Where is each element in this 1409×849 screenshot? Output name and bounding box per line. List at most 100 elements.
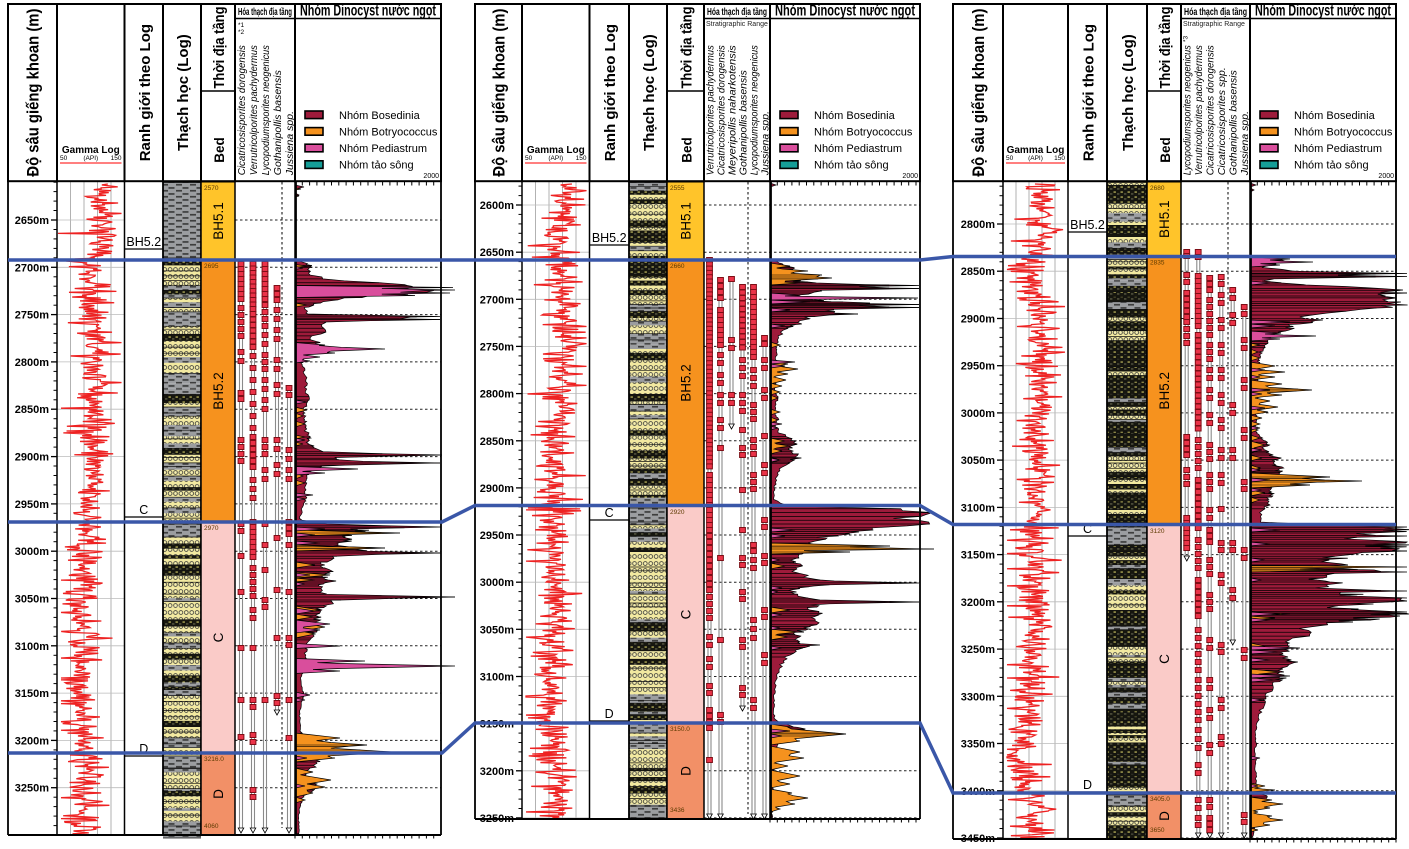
svg-text:Verrutricolporites pachydermus: Verrutricolporites pachydermus (248, 45, 260, 176)
svg-text:BH5.1: BH5.1 (211, 202, 226, 240)
svg-text:Gamma Log: Gamma Log (1007, 145, 1065, 156)
svg-text:Lycopodiumsporites neogenicus: Lycopodiumsporites neogenicus (1182, 45, 1194, 176)
svg-text:Thạch học (Log): Thạch học (Log) (175, 34, 192, 151)
svg-text:C: C (679, 609, 694, 619)
svg-text:3050m: 3050m (15, 594, 49, 606)
svg-text:2800m: 2800m (480, 389, 514, 401)
svg-text:3120: 3120 (1150, 528, 1165, 535)
svg-text:Thời địa tầng: Thời địa tầng (211, 7, 228, 89)
svg-text:BH5.2: BH5.2 (592, 231, 627, 245)
svg-text:Nhóm Bosedinia: Nhóm Bosedinia (1294, 110, 1376, 122)
svg-text:2680: 2680 (1150, 185, 1165, 192)
svg-text:Nhóm Bosedinia: Nhóm Bosedinia (814, 110, 896, 122)
svg-text:3000m: 3000m (15, 546, 49, 558)
svg-text:2000: 2000 (1378, 173, 1394, 180)
svg-text:Nhóm tảo sông: Nhóm tảo sông (339, 160, 414, 172)
svg-text:Nhóm Pediastrum: Nhóm Pediastrum (1294, 143, 1382, 155)
svg-text:*1: *1 (238, 22, 245, 29)
svg-text:3050m: 3050m (480, 624, 514, 636)
svg-text:2950m: 2950m (15, 499, 49, 511)
svg-text:3250m: 3250m (15, 783, 49, 795)
svg-text:D: D (679, 766, 694, 776)
svg-text:2555: 2555 (670, 185, 685, 192)
svg-text:2835: 2835 (1150, 260, 1165, 267)
svg-text:50: 50 (525, 155, 533, 162)
svg-text:Gamma Log: Gamma Log (62, 145, 120, 156)
svg-text:2970: 2970 (204, 525, 219, 532)
svg-text:Hóa thạch địa tầng: Hóa thạch địa tầng (707, 6, 767, 18)
svg-text:Gothanipollis basensis: Gothanipollis basensis (1228, 69, 1240, 175)
svg-text:Nhóm Botryococcus: Nhóm Botryococcus (814, 126, 913, 138)
svg-text:Verrutricolporites pachydermus: Verrutricolporites pachydermus (704, 45, 716, 176)
svg-text:3250m: 3250m (961, 644, 995, 656)
svg-text:Nhóm Pediastrum: Nhóm Pediastrum (814, 143, 902, 155)
svg-text:2800m: 2800m (961, 219, 995, 231)
svg-text:BH5.1: BH5.1 (1157, 200, 1172, 238)
svg-text:Cicatricosisporites dorogensis: Cicatricosisporites dorogensis (1205, 45, 1217, 176)
svg-text:3100m: 3100m (961, 502, 995, 514)
svg-text:3000m: 3000m (961, 408, 995, 420)
svg-text:3436: 3436 (670, 807, 685, 814)
svg-text:Hóa thạch địa tầng: Hóa thạch địa tầng (238, 6, 292, 18)
svg-text:Độ sâu giếng khoan (m): Độ sâu giếng khoan (m) (491, 9, 509, 177)
svg-text:Ranh giới theo Log: Ranh giới theo Log (137, 24, 154, 161)
svg-text:3000m: 3000m (480, 577, 514, 589)
svg-text:Độ sâu giếng khoan (m): Độ sâu giếng khoan (m) (970, 9, 988, 177)
svg-text:Jussiena spp.: Jussiena spp. (759, 111, 771, 176)
svg-text:Cicatricosisporites dorogensis: Cicatricosisporites dorogensis (236, 45, 248, 176)
svg-text:BH5.2: BH5.2 (1157, 372, 1172, 410)
svg-text:Jussiena spp.: Jussiena spp. (1239, 111, 1251, 176)
svg-text:150: 150 (1054, 155, 1065, 162)
svg-text:2900m: 2900m (961, 314, 995, 326)
svg-text:Ranh giới theo Log: Ranh giới theo Log (602, 24, 619, 161)
svg-text:Nhóm Dinocyst nước ngọt: Nhóm Dinocyst nước ngọt (300, 3, 436, 20)
svg-text:3200m: 3200m (961, 597, 995, 609)
svg-text:Thời địa tầng: Thời địa tầng (1157, 7, 1174, 89)
svg-text:D: D (139, 742, 148, 756)
svg-text:D: D (1157, 811, 1172, 821)
svg-text:3405.0: 3405.0 (1150, 796, 1170, 803)
svg-text:3050m: 3050m (961, 455, 995, 467)
svg-text:BH5.2: BH5.2 (1070, 218, 1105, 232)
svg-text:C: C (211, 632, 226, 642)
svg-text:D: D (605, 707, 614, 721)
svg-text:Nhóm Pediastrum: Nhóm Pediastrum (339, 143, 427, 155)
svg-text:3150.0: 3150.0 (670, 726, 690, 733)
svg-text:3150m: 3150m (961, 550, 995, 562)
svg-text:C: C (605, 506, 614, 520)
svg-text:C: C (139, 503, 148, 517)
svg-text:Độ sâu giếng khoan (m): Độ sâu giếng khoan (m) (25, 9, 43, 177)
svg-text:2850m: 2850m (15, 404, 49, 416)
svg-text:2750m: 2750m (480, 341, 514, 353)
svg-text:Hóa thạch địa tầng: Hóa thạch địa tầng (1184, 6, 1247, 18)
svg-text:D: D (211, 789, 226, 799)
svg-text:Lycopodiumsporites neogenicus: Lycopodiumsporites neogenicus (260, 45, 272, 176)
svg-text:2900m: 2900m (15, 452, 49, 464)
svg-text:Cicatricosisporites dorogensis: Cicatricosisporites dorogensis (715, 45, 727, 176)
svg-text:(API): (API) (1028, 155, 1043, 162)
svg-text:3350m: 3350m (961, 739, 995, 751)
svg-text:50: 50 (1006, 155, 1014, 162)
svg-text:Stratigraphic Range: Stratigraphic Range (706, 21, 768, 28)
svg-text:Nhóm tảo sông: Nhóm tảo sông (1294, 160, 1369, 172)
svg-text:2800m: 2800m (15, 357, 49, 369)
svg-text:BH5.2: BH5.2 (679, 364, 694, 402)
svg-text:3650: 3650 (1150, 827, 1165, 834)
svg-text:2570: 2570 (204, 185, 219, 192)
svg-text:2950m: 2950m (480, 530, 514, 542)
svg-text:Thạch học (Log): Thạch học (Log) (1120, 34, 1137, 151)
svg-text:3150m: 3150m (15, 688, 49, 700)
svg-text:2600m: 2600m (480, 200, 514, 212)
svg-text:Jussiena spp.: Jussiena spp. (284, 111, 296, 176)
svg-text:2000: 2000 (902, 173, 918, 180)
svg-text:Nhóm Botryococcus: Nhóm Botryococcus (339, 126, 438, 138)
svg-text:BH5.2: BH5.2 (211, 372, 226, 410)
svg-text:(API): (API) (548, 155, 563, 162)
svg-text:Nhóm Bosedinia: Nhóm Bosedinia (339, 110, 421, 122)
svg-text:3200m: 3200m (15, 735, 49, 747)
svg-text:3100m: 3100m (15, 641, 49, 653)
svg-text:BH5.1: BH5.1 (679, 202, 694, 240)
svg-text:3100m: 3100m (480, 672, 514, 684)
svg-text:Stratigraphic Range: Stratigraphic Range (1183, 21, 1245, 28)
svg-text:4060: 4060 (204, 823, 219, 830)
